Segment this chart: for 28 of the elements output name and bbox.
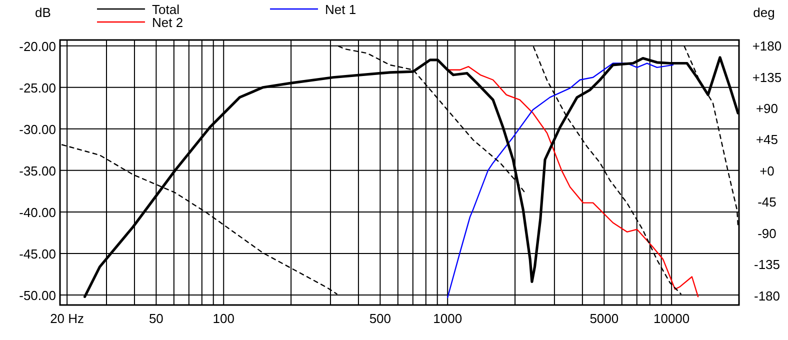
- y2-tick-label: -90: [758, 226, 776, 241]
- x-tick-label: 100: [212, 311, 234, 326]
- y2-tick-label: +90: [756, 100, 778, 116]
- y-tick-label: -25.00: [19, 80, 56, 96]
- y2-tick-label: +180: [752, 38, 782, 54]
- y2-tick-label: +135: [752, 70, 782, 85]
- y2-tick-label: -45: [758, 194, 776, 210]
- y-tick-label: -35.00: [19, 163, 56, 178]
- y2-tick-label: +45: [756, 132, 778, 148]
- y-tick-label: -40.00: [19, 204, 56, 220]
- y-tick-label: -50.00: [19, 288, 56, 304]
- y-tick-label: -20.00: [19, 38, 56, 54]
- y-tick-label: -45.00: [19, 246, 56, 262]
- x-tick-label: 1000: [433, 311, 462, 326]
- y2-tick-label: -180: [754, 288, 780, 304]
- x-tick-label: 500: [369, 311, 392, 326]
- y2-axis-title: deg: [753, 5, 775, 20]
- x-tick-label: 10000: [653, 311, 690, 326]
- y-axis-title: dB: [35, 5, 51, 20]
- legend-label: Net 1: [325, 2, 356, 17]
- x-tick-label: 5000: [590, 311, 619, 326]
- x-tick-label: 50: [148, 311, 164, 326]
- legend-label: Net 2: [152, 15, 184, 30]
- x-tick-label: 20 Hz: [50, 311, 84, 326]
- legend-label: Total: [152, 2, 180, 17]
- y2-tick-label: -135: [754, 257, 780, 272]
- y-tick-label: -30.00: [19, 122, 56, 137]
- y2-tick-label: +0: [760, 163, 774, 178]
